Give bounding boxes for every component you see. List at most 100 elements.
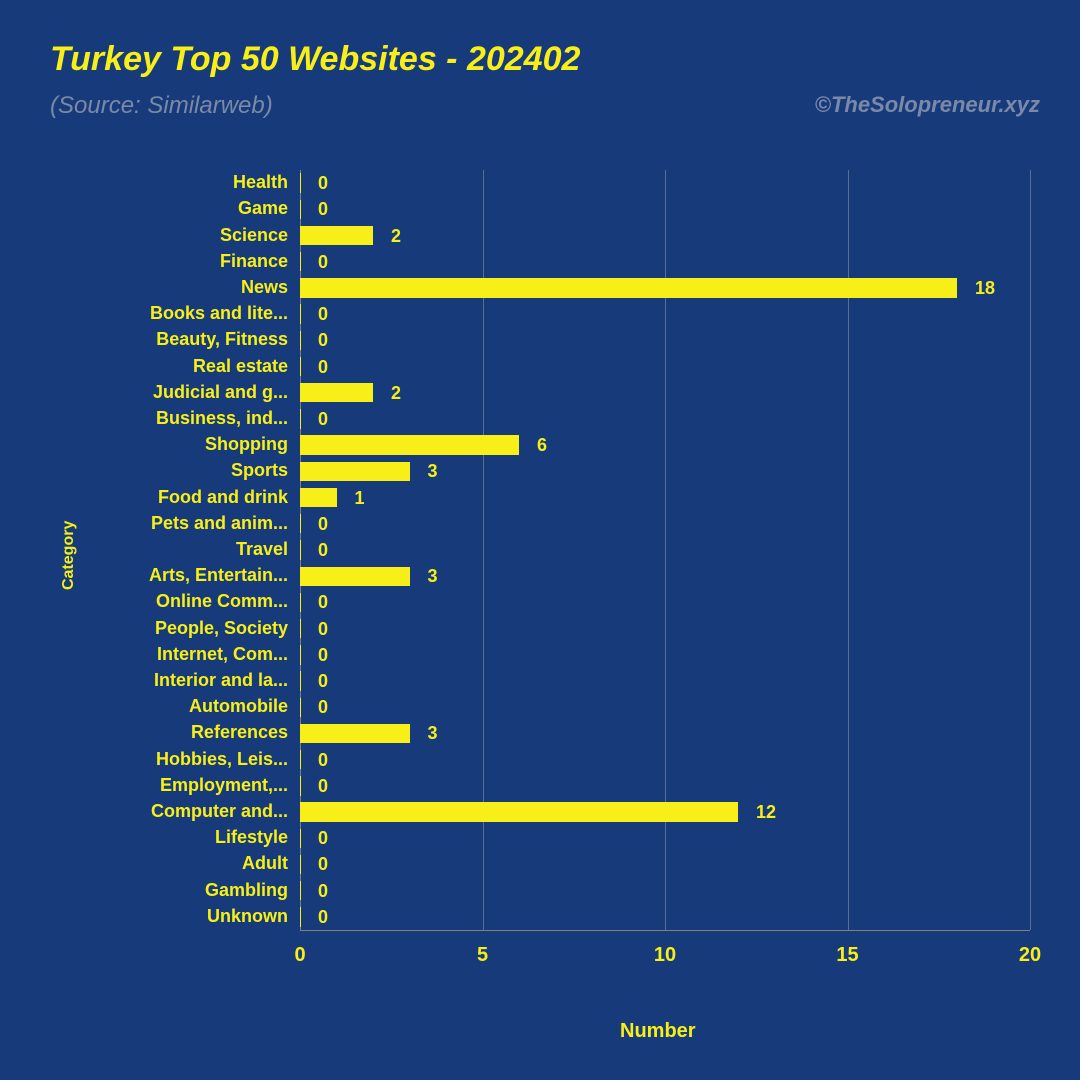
bar-value-label: 0 xyxy=(318,592,328,613)
category-label: Computer and... xyxy=(98,801,288,822)
category-label: Employment,... xyxy=(98,775,288,796)
category-label: Shopping xyxy=(98,434,288,455)
category-label: People, Society xyxy=(98,618,288,639)
bar-row: 0 xyxy=(300,776,1030,795)
bar-value-label: 0 xyxy=(318,252,328,273)
category-label: Business, ind... xyxy=(98,408,288,429)
bar xyxy=(300,540,301,559)
category-label: Books and lite... xyxy=(98,303,288,324)
bar-value-label: 0 xyxy=(318,645,328,666)
bar-value-label: 0 xyxy=(318,304,328,325)
bar-row: 0 xyxy=(300,671,1030,690)
bar-value-label: 3 xyxy=(428,566,438,587)
bar-row: 12 xyxy=(300,802,1030,821)
bar-row: 0 xyxy=(300,252,1030,271)
bar-value-label: 6 xyxy=(537,435,547,456)
bar-row: 1 xyxy=(300,488,1030,507)
category-label: Beauty, Fitness xyxy=(98,329,288,350)
category-label: Gambling xyxy=(98,880,288,901)
category-label: Finance xyxy=(98,251,288,272)
bar-value-label: 12 xyxy=(756,802,776,823)
bar-value-label: 0 xyxy=(318,750,328,771)
category-label: Health xyxy=(98,172,288,193)
category-label: Automobile xyxy=(98,696,288,717)
bar-row: 2 xyxy=(300,383,1030,402)
bar-value-label: 0 xyxy=(318,854,328,875)
bar-row: 0 xyxy=(300,173,1030,192)
bar-row: 0 xyxy=(300,619,1030,638)
bar xyxy=(300,776,301,795)
category-label: Online Comm... xyxy=(98,591,288,612)
bar-row: 0 xyxy=(300,698,1030,717)
plot-area: 0020180002063100300000300120000 xyxy=(300,170,1030,930)
category-label: Travel xyxy=(98,539,288,560)
bar xyxy=(300,593,301,612)
bar xyxy=(300,278,957,297)
bar xyxy=(300,488,337,507)
x-tick-label: 0 xyxy=(280,944,320,967)
category-label: References xyxy=(98,722,288,743)
category-label: Judicial and g... xyxy=(98,382,288,403)
category-label: News xyxy=(98,277,288,298)
x-tick-label: 15 xyxy=(828,944,868,967)
bar-row: 2 xyxy=(300,226,1030,245)
x-axis-title: Number xyxy=(620,1020,696,1043)
bar-row: 0 xyxy=(300,357,1030,376)
bar-value-label: 0 xyxy=(318,619,328,640)
bar-value-label: 3 xyxy=(428,723,438,744)
bar-value-label: 0 xyxy=(318,671,328,692)
category-label: Game xyxy=(98,198,288,219)
bar xyxy=(300,567,410,586)
bar xyxy=(300,881,301,900)
bar xyxy=(300,829,301,848)
bar xyxy=(300,252,301,271)
bar xyxy=(300,462,410,481)
bar-value-label: 3 xyxy=(428,461,438,482)
bar xyxy=(300,435,519,454)
category-label: Pets and anim... xyxy=(98,513,288,534)
bar-value-label: 2 xyxy=(391,226,401,247)
bar-row: 0 xyxy=(300,514,1030,533)
bar-value-label: 0 xyxy=(318,173,328,194)
bar-value-label: 18 xyxy=(975,278,995,299)
bar xyxy=(300,724,410,743)
bar xyxy=(300,698,301,717)
bar-row: 0 xyxy=(300,829,1030,848)
bar-row: 0 xyxy=(300,304,1030,323)
bar xyxy=(300,383,373,402)
bar xyxy=(300,173,301,192)
bar xyxy=(300,200,301,219)
bar-row: 0 xyxy=(300,200,1030,219)
bar xyxy=(300,907,301,926)
bar xyxy=(300,357,301,376)
bar-value-label: 0 xyxy=(318,776,328,797)
bar-row: 0 xyxy=(300,593,1030,612)
bar-value-label: 0 xyxy=(318,409,328,430)
bar xyxy=(300,304,301,323)
category-label: Food and drink xyxy=(98,487,288,508)
bar-value-label: 0 xyxy=(318,540,328,561)
bar-row: 0 xyxy=(300,409,1030,428)
category-label: Internet, Com... xyxy=(98,644,288,665)
bar-row: 0 xyxy=(300,855,1030,874)
bar-value-label: 0 xyxy=(318,828,328,849)
grid-line xyxy=(1030,170,1031,930)
bar-row: 0 xyxy=(300,907,1030,926)
bar xyxy=(300,331,301,350)
category-label: Adult xyxy=(98,853,288,874)
bar-value-label: 2 xyxy=(391,383,401,404)
category-label: Interior and la... xyxy=(98,670,288,691)
bar-value-label: 0 xyxy=(318,199,328,220)
category-label: Hobbies, Leis... xyxy=(98,749,288,770)
chart-title: Turkey Top 50 Websites - 202402 xyxy=(50,40,580,79)
bar xyxy=(300,802,738,821)
x-axis-line xyxy=(300,930,1030,931)
bar-value-label: 0 xyxy=(318,907,328,928)
bar-row: 18 xyxy=(300,278,1030,297)
category-label: Sports xyxy=(98,460,288,481)
bar-row: 6 xyxy=(300,435,1030,454)
bar-value-label: 0 xyxy=(318,330,328,351)
bar-row: 0 xyxy=(300,750,1030,769)
bar-value-label: 0 xyxy=(318,357,328,378)
bar-row: 0 xyxy=(300,331,1030,350)
